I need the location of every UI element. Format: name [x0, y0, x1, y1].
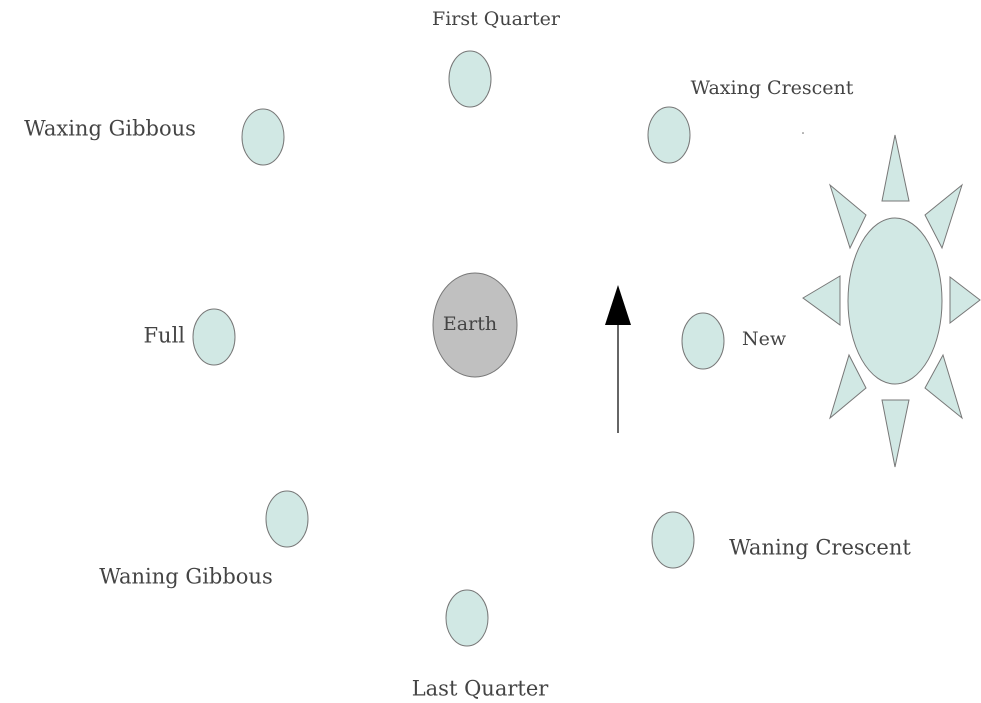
sun-ray	[803, 276, 840, 325]
orbit-arrow-head	[605, 285, 631, 325]
earth-label: Earth	[443, 313, 497, 335]
moon-waxing-gibbous	[242, 109, 284, 165]
label-waxing-gibbous: Waxing Gibbous	[24, 117, 196, 141]
dot	[802, 132, 804, 134]
label-waxing-crescent: Waxing Crescent	[691, 77, 854, 99]
sun-ray	[882, 400, 909, 467]
sun	[803, 135, 980, 467]
sun-ray	[830, 185, 866, 248]
moon-first-quarter	[449, 51, 491, 107]
moon-full	[193, 309, 235, 365]
sun-body	[848, 218, 942, 384]
label-last-quarter: Last Quarter	[412, 677, 550, 701]
moon-waning-crescent	[652, 512, 694, 568]
moon-waxing-crescent	[648, 107, 690, 163]
moon-last-quarter	[446, 590, 488, 646]
sun-ray	[925, 185, 962, 248]
moon-new	[682, 313, 724, 369]
label-new: New	[742, 328, 787, 350]
sun-ray	[950, 277, 980, 323]
sun-ray	[925, 355, 962, 418]
sun-ray	[830, 355, 866, 418]
label-waning-gibbous: Waning Gibbous	[99, 565, 273, 589]
sun-ray	[882, 135, 909, 201]
label-full: Full	[143, 324, 185, 348]
moon-waning-gibbous	[266, 491, 308, 547]
moon-phases-diagram: Earth First Quarter Waxing Crescent Waxi…	[0, 0, 981, 703]
label-waning-crescent: Waning Crescent	[729, 536, 911, 560]
label-first-quarter: First Quarter	[432, 8, 561, 30]
